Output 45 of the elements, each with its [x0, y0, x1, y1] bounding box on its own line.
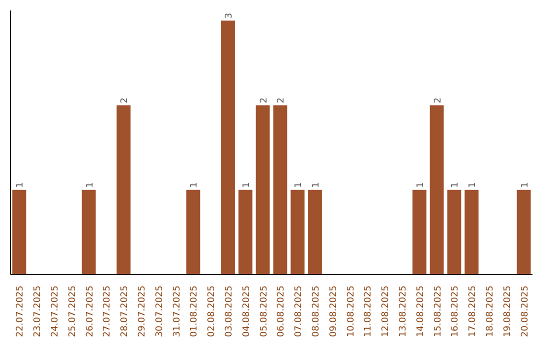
- x-tick-label: 27.07.2025: [102, 286, 113, 338]
- x-tick-label: 26.07.2025: [85, 286, 96, 338]
- x-tick-label: 06.08.2025: [276, 286, 287, 338]
- data-label: 1: [416, 182, 426, 188]
- x-tick-label: 13.08.2025: [398, 286, 408, 338]
- x-tick-label: 29.07.2025: [138, 286, 148, 338]
- x-tick-label: 17.08.2025: [468, 286, 478, 338]
- x-tick-label: 15.08.2025: [433, 286, 444, 338]
- x-tick-label: 02.08.2025: [207, 286, 218, 338]
- data-label: 1: [312, 182, 322, 188]
- x-tick-label: 04.08.2025: [242, 286, 252, 338]
- x-tick-label: 23.07.2025: [33, 286, 44, 338]
- x-tick-label: 05.08.2025: [259, 286, 270, 338]
- x-tick-label: 14.08.2025: [416, 286, 426, 338]
- x-tick-label: 24.07.2025: [50, 286, 60, 338]
- x-tick-label: 20.08.2025: [520, 286, 530, 338]
- data-label: 2: [433, 98, 444, 104]
- x-tick-label: 18.08.2025: [486, 286, 496, 338]
- data-label: 1: [520, 182, 530, 188]
- x-tick-label: 28.07.2025: [120, 286, 130, 338]
- x-tick-label: 30.07.2025: [154, 286, 165, 338]
- data-label: 3: [224, 12, 234, 19]
- x-tick-label: 07.08.2025: [294, 286, 304, 338]
- x-tick-label: 10.08.2025: [346, 286, 356, 338]
- data-label: 1: [16, 182, 26, 188]
- x-tick-label: 19.08.2025: [502, 286, 513, 338]
- x-tick-label: 01.08.2025: [190, 286, 200, 338]
- x-tick-label: 03.08.2025: [224, 286, 234, 338]
- x-tick-label: 16.08.2025: [450, 286, 461, 338]
- x-tick-label: 25.07.2025: [68, 286, 78, 338]
- data-label: 2: [120, 98, 130, 104]
- x-tick-label: 22.07.2025: [16, 286, 26, 338]
- x-tick-label: 12.08.2025: [381, 286, 392, 338]
- data-label: 2: [276, 98, 287, 104]
- data-label: 2: [259, 98, 270, 104]
- data-label: 1: [294, 182, 304, 188]
- x-tick-label: 31.07.2025: [172, 286, 182, 338]
- x-tick-label: 09.08.2025: [328, 286, 339, 338]
- x-tick-label: 11.08.2025: [364, 286, 374, 338]
- data-label: 1: [242, 182, 252, 188]
- data-label: 1: [450, 182, 461, 188]
- data-label: 1: [190, 182, 200, 188]
- data-label: 1: [468, 182, 478, 188]
- data-label: 1: [85, 182, 96, 188]
- x-tick-label: 08.08.2025: [312, 286, 322, 338]
